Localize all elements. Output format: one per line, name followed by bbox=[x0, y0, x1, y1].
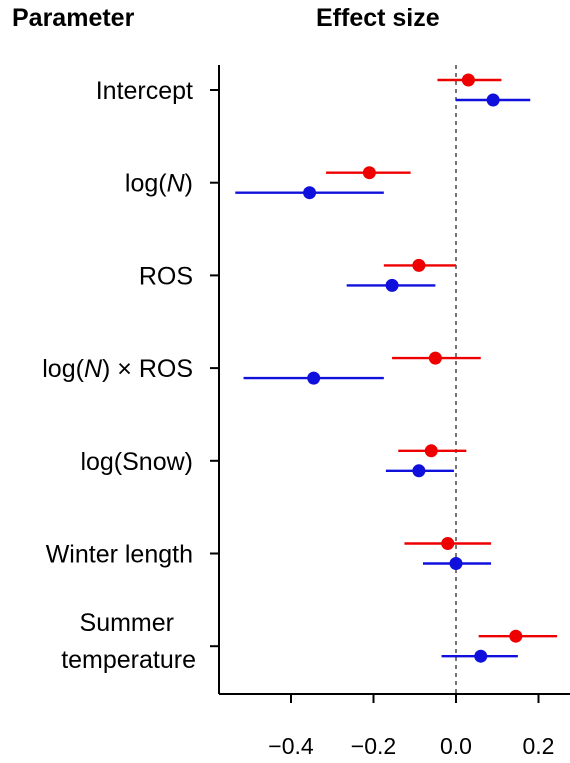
x-tick-label: −0.4 bbox=[268, 733, 314, 759]
x-tick-label: 0.0 bbox=[440, 733, 472, 759]
category-label: log(Snow) bbox=[80, 448, 193, 476]
estimate-point bbox=[474, 650, 487, 663]
category-label: Summer bbox=[80, 609, 174, 637]
estimate-point bbox=[425, 444, 438, 457]
estimate-point bbox=[462, 74, 475, 87]
estimate-point bbox=[412, 259, 425, 272]
category-label: ROS bbox=[139, 262, 193, 290]
category-label: temperature bbox=[61, 646, 196, 674]
category-label: log(N) × ROS bbox=[42, 355, 193, 383]
estimate-point bbox=[386, 279, 399, 292]
estimate-point bbox=[441, 537, 454, 550]
estimate-point bbox=[487, 94, 500, 107]
estimate-point bbox=[307, 372, 320, 385]
x-tick-label: −0.2 bbox=[351, 733, 396, 759]
estimate-point bbox=[363, 166, 376, 179]
category-label: log(N) bbox=[125, 170, 193, 198]
estimate-point bbox=[429, 352, 442, 365]
category-label: Winter length bbox=[46, 541, 193, 569]
estimate-point bbox=[303, 186, 316, 199]
estimate-point bbox=[412, 464, 425, 477]
category-label: Intercept bbox=[96, 77, 193, 105]
estimate-point bbox=[509, 630, 522, 643]
x-tick-label: 0.2 bbox=[523, 733, 555, 759]
estimate-point bbox=[450, 557, 463, 570]
